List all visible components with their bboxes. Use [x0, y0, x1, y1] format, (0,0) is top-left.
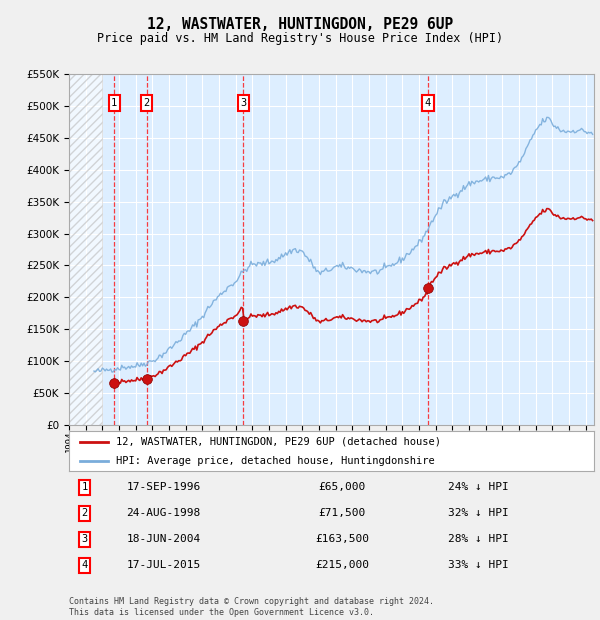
Text: 33% ↓ HPI: 33% ↓ HPI: [448, 560, 509, 570]
Text: Price paid vs. HM Land Registry's House Price Index (HPI): Price paid vs. HM Land Registry's House …: [97, 32, 503, 45]
Text: 4: 4: [82, 560, 88, 570]
Text: 12, WASTWATER, HUNTINGDON, PE29 6UP (detached house): 12, WASTWATER, HUNTINGDON, PE29 6UP (det…: [116, 436, 441, 447]
Text: HPI: Average price, detached house, Huntingdonshire: HPI: Average price, detached house, Hunt…: [116, 456, 435, 466]
Text: 18-JUN-2004: 18-JUN-2004: [127, 534, 200, 544]
Text: 2: 2: [143, 98, 149, 108]
Text: 1: 1: [82, 482, 88, 492]
Text: Contains HM Land Registry data © Crown copyright and database right 2024.
This d: Contains HM Land Registry data © Crown c…: [69, 598, 434, 617]
Text: 3: 3: [82, 534, 88, 544]
Text: 4: 4: [425, 98, 431, 108]
Text: 2: 2: [82, 508, 88, 518]
Text: 1: 1: [111, 98, 118, 108]
Text: £163,500: £163,500: [315, 534, 369, 544]
Text: 17-JUL-2015: 17-JUL-2015: [127, 560, 200, 570]
Text: 24% ↓ HPI: 24% ↓ HPI: [448, 482, 509, 492]
Text: 24-AUG-1998: 24-AUG-1998: [127, 508, 200, 518]
Text: 17-SEP-1996: 17-SEP-1996: [127, 482, 200, 492]
Bar: [69, 74, 103, 425]
Text: £65,000: £65,000: [319, 482, 365, 492]
Text: 28% ↓ HPI: 28% ↓ HPI: [448, 534, 509, 544]
Text: 3: 3: [240, 98, 247, 108]
Text: 12, WASTWATER, HUNTINGDON, PE29 6UP: 12, WASTWATER, HUNTINGDON, PE29 6UP: [147, 17, 453, 32]
Text: 32% ↓ HPI: 32% ↓ HPI: [448, 508, 509, 518]
Text: £71,500: £71,500: [319, 508, 365, 518]
Text: £215,000: £215,000: [315, 560, 369, 570]
